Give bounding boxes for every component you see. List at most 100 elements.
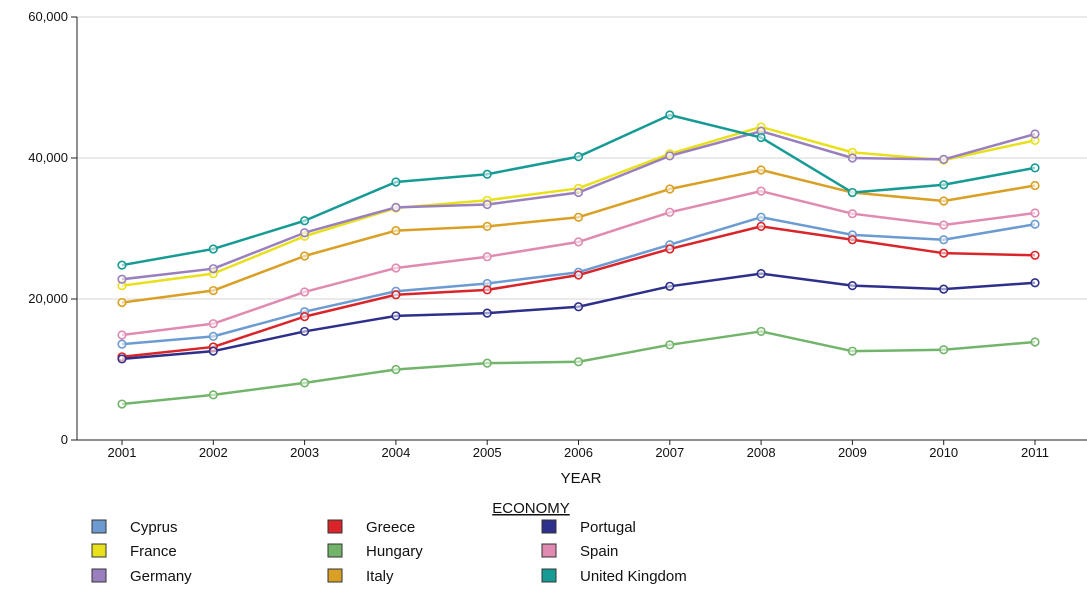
data-point-portugal [1030, 278, 1040, 288]
y-tick-label: 20,000 [28, 291, 68, 306]
data-point-portugal [573, 302, 584, 312]
data-point-italy [391, 226, 401, 236]
data-point-spain [1030, 208, 1040, 218]
x-axis-ticks: 2001 2002 2003 2004 2005 2006 2007 2008 2009 2010… [108, 440, 1049, 460]
axes [76, 17, 1087, 441]
data-point-united-kingdom [756, 132, 766, 143]
data-point-hungary [939, 345, 949, 355]
data-point-italy [482, 221, 492, 231]
x-tick-label: 2010 [929, 445, 958, 460]
data-point-germany [573, 187, 584, 198]
x-tick-label: 2005 [473, 445, 502, 460]
data-point-italy [573, 212, 584, 222]
data-point-hungary [665, 340, 675, 350]
legend-label-italy: Italy [366, 568, 394, 585]
data-point-greece [482, 285, 492, 295]
x-tick-label: 2009 [838, 445, 867, 460]
legend-swatch-germany [91, 568, 107, 583]
data-point-spain [391, 263, 401, 273]
legend-swatch-united-kingdom [541, 568, 557, 583]
data-point-united-kingdom [1030, 163, 1040, 173]
data-point-germany [847, 153, 858, 163]
data-point-portugal [482, 308, 492, 318]
data-point-cyprus [208, 331, 218, 341]
data-point-hungary [847, 346, 858, 356]
data-point-united-kingdom [847, 187, 858, 198]
data-point-greece [573, 270, 584, 280]
series-points [117, 110, 1040, 409]
data-point-germany [391, 202, 401, 212]
legend-title: ECONOMY [492, 500, 570, 517]
data-point-germany [1030, 129, 1040, 139]
data-point-portugal [847, 281, 858, 291]
data-point-portugal [117, 354, 127, 364]
legend-label-cyprus: Cyprus [130, 519, 178, 536]
y-tick-label: 60,000 [28, 9, 68, 24]
data-point-italy [300, 251, 310, 261]
series-line-portugal [121, 272, 1036, 361]
data-point-hungary [391, 364, 401, 375]
series-line-france [121, 125, 1036, 287]
data-point-portugal [756, 269, 766, 279]
series-line-cyprus [121, 215, 1036, 346]
data-point-germany [482, 199, 492, 210]
data-point-greece [1030, 250, 1040, 260]
legend-swatch-greece [327, 519, 343, 534]
data-point-italy [1030, 180, 1040, 191]
y-axis-ticks: 0 20,000 40,000 60,000 [28, 9, 77, 447]
x-tick-label: 2006 [564, 445, 593, 460]
data-point-united-kingdom [573, 151, 584, 162]
data-point-spain [756, 186, 766, 196]
legend-swatch-france [91, 543, 107, 558]
data-point-hungary [117, 399, 127, 409]
data-point-hungary [208, 390, 218, 400]
data-point-united-kingdom [939, 180, 949, 190]
x-axis-title: YEAR [561, 470, 602, 487]
x-tick-label: 2007 [655, 445, 684, 460]
data-point-united-kingdom [391, 177, 401, 187]
data-point-hungary [756, 326, 766, 337]
data-point-spain [665, 207, 675, 217]
data-point-greece [665, 244, 675, 254]
data-point-united-kingdom [300, 216, 310, 226]
data-point-portugal [939, 284, 949, 294]
data-point-italy [939, 196, 949, 206]
data-point-spain [117, 330, 127, 340]
data-point-italy [756, 165, 766, 175]
legend-swatch-italy [327, 568, 343, 583]
data-point-cyprus [756, 212, 766, 222]
data-point-greece [756, 221, 766, 231]
legend-label-france: France [130, 543, 177, 560]
data-point-spain [939, 220, 949, 230]
legend-label-spain: Spain [580, 543, 618, 560]
legend-swatch-cyprus [91, 519, 107, 534]
legend-swatch-spain [541, 543, 557, 558]
y-tick-label: 40,000 [28, 150, 68, 165]
data-point-cyprus [939, 235, 949, 245]
data-point-italy [665, 184, 675, 194]
data-point-portugal [300, 326, 310, 337]
data-point-greece [300, 312, 310, 322]
y-tick-label: 0 [61, 432, 68, 447]
data-point-spain [573, 237, 584, 247]
data-point-portugal [665, 281, 675, 291]
legend-label-united-kingdom: United Kingdom [580, 568, 687, 585]
data-point-hungary [482, 358, 492, 368]
x-tick-label: 2004 [381, 445, 410, 460]
data-point-portugal [208, 346, 218, 356]
data-point-spain [208, 319, 218, 329]
data-point-germany [939, 154, 949, 165]
data-point-greece [847, 235, 858, 245]
data-point-spain [482, 252, 492, 262]
x-tick-label: 2001 [108, 445, 137, 460]
data-point-hungary [300, 378, 310, 388]
legend: ECONOMY Cyprus France Germany Greece Hungary… [91, 500, 687, 585]
legend-label-germany: Germany [130, 568, 192, 585]
x-tick-label: 2002 [199, 445, 228, 460]
x-tick-label: 2003 [290, 445, 319, 460]
data-point-cyprus [1030, 219, 1040, 229]
data-point-germany [208, 264, 218, 274]
data-point-hungary [573, 357, 584, 367]
data-point-italy [208, 285, 218, 296]
data-point-hungary [1030, 337, 1040, 347]
